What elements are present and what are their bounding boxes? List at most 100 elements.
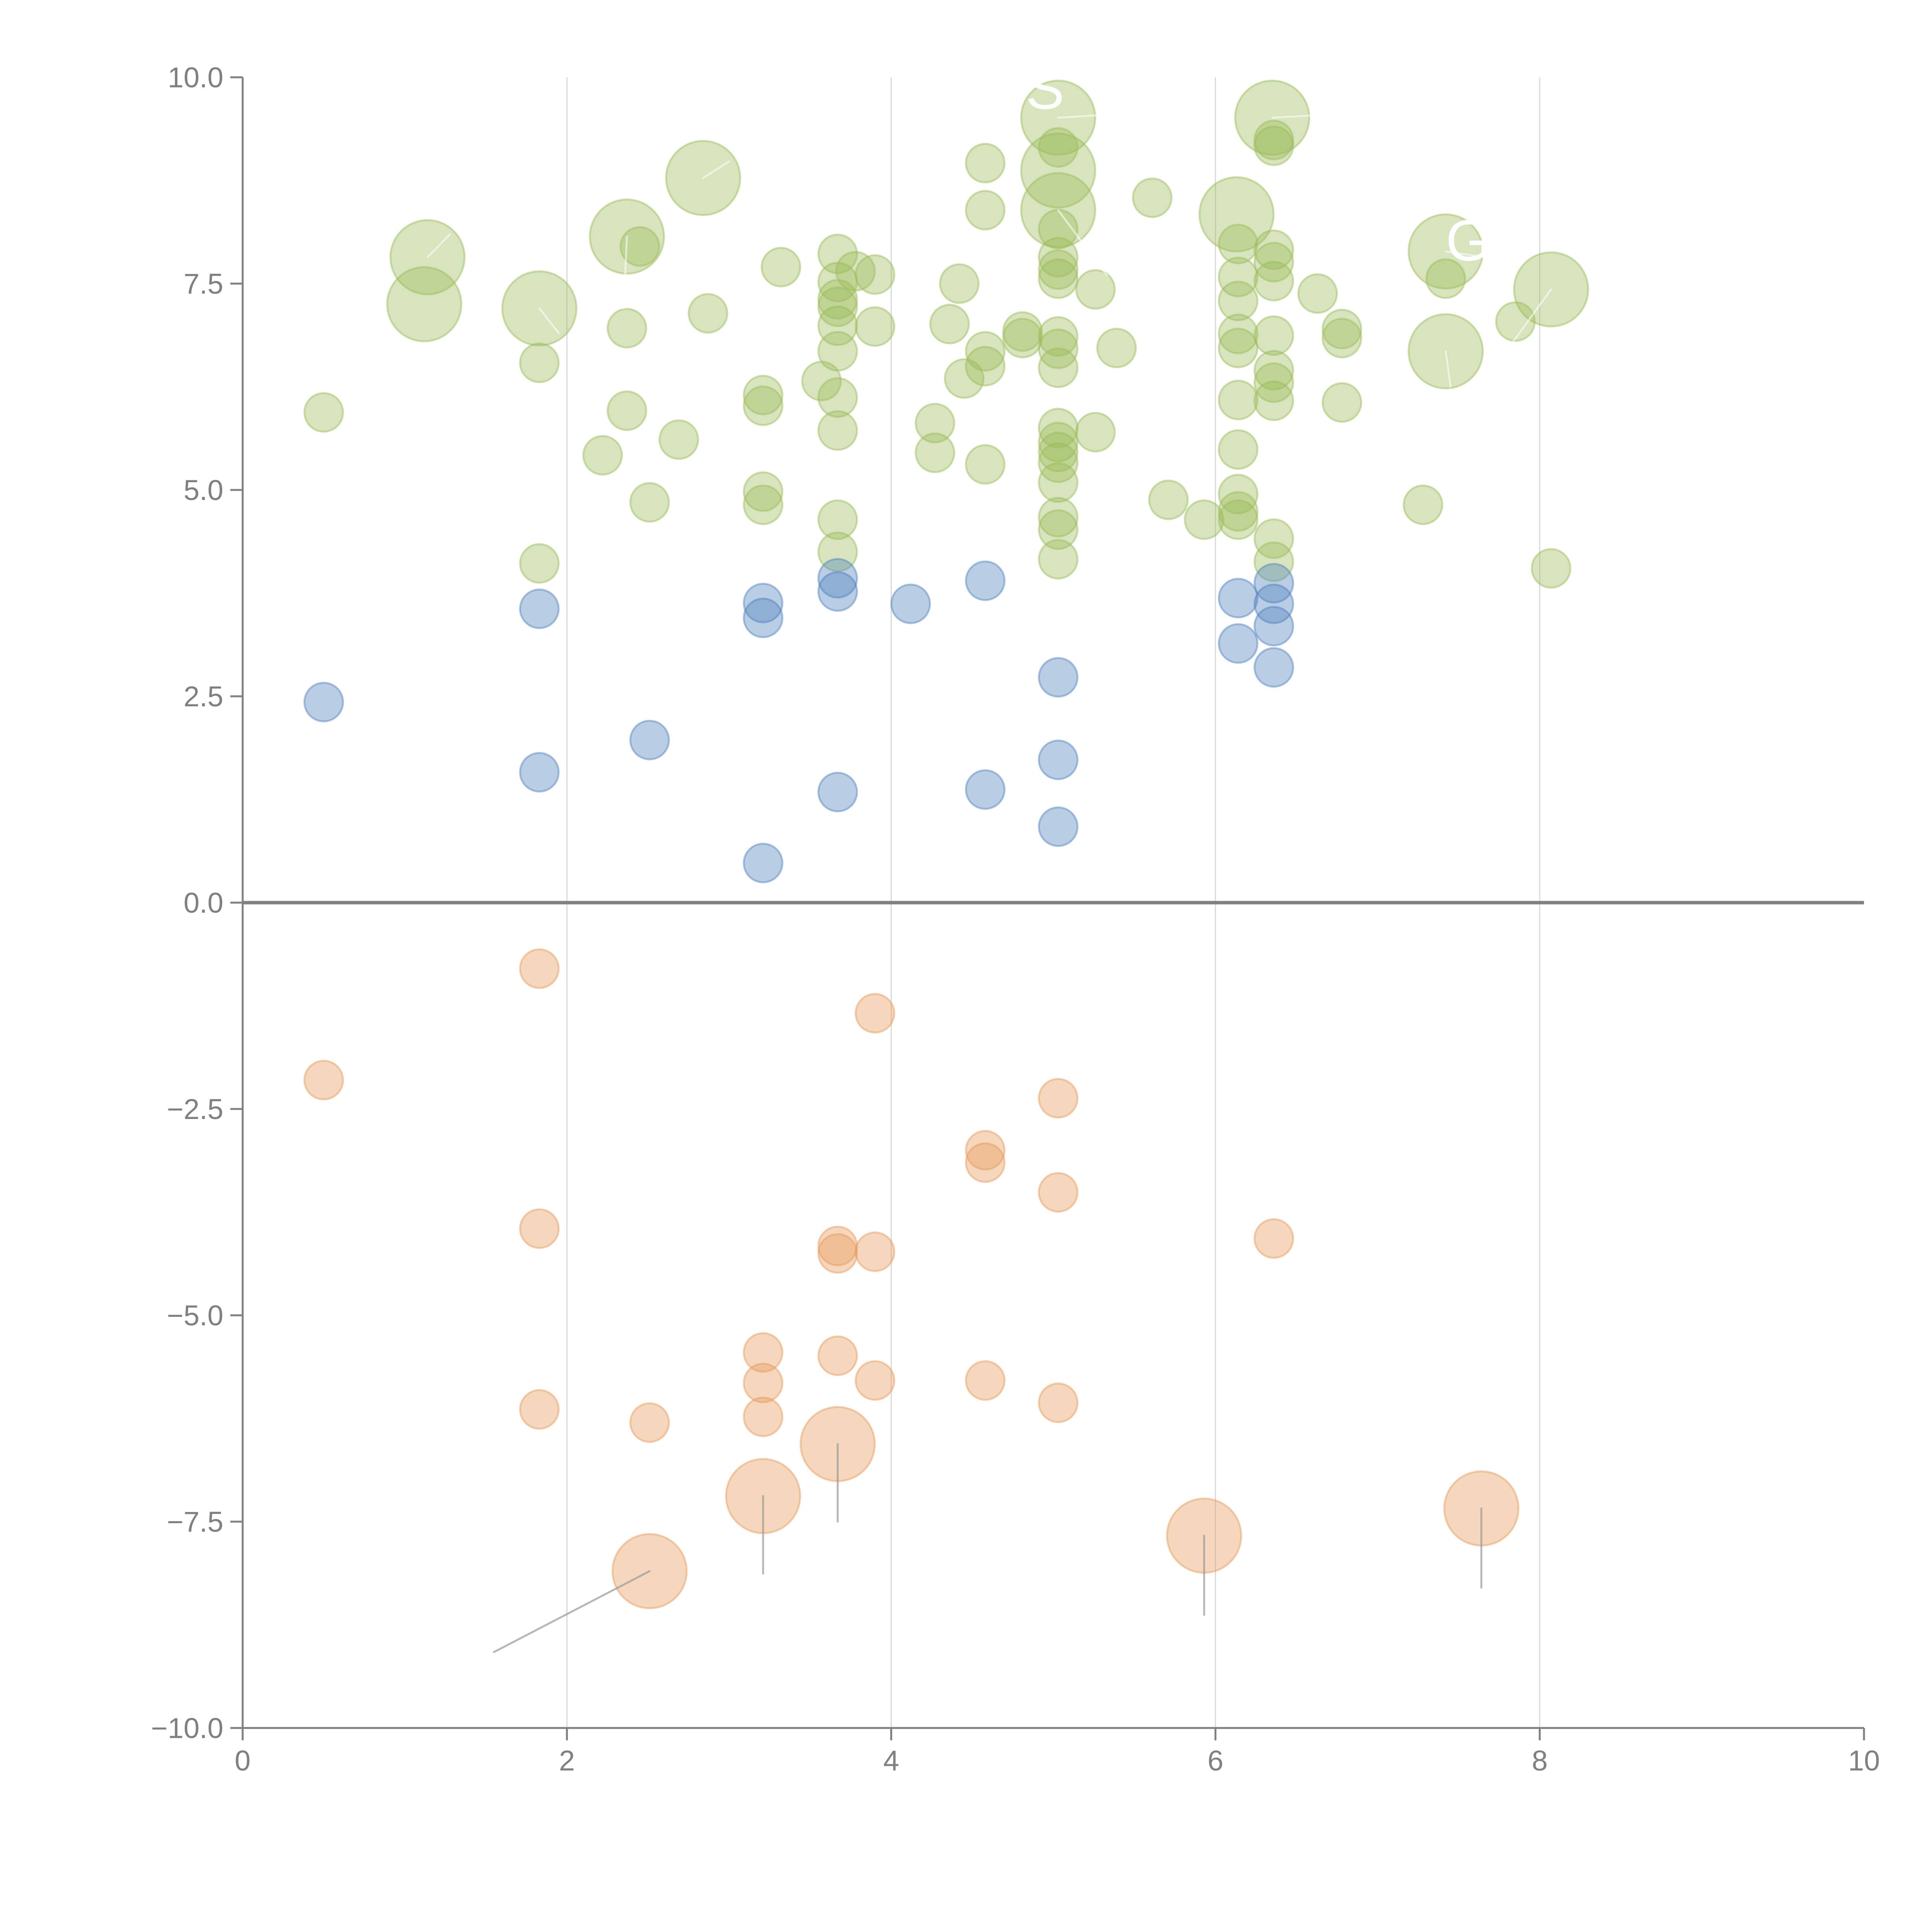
green-bubble bbox=[1218, 474, 1259, 515]
green-bubble bbox=[760, 247, 801, 287]
green-bubble bbox=[1253, 242, 1294, 282]
green-bubble bbox=[743, 484, 784, 525]
orange-bubble bbox=[1253, 1218, 1294, 1259]
orange-bubble bbox=[743, 1396, 784, 1437]
blue-bubble bbox=[1038, 806, 1079, 847]
x-tick-label: 0 bbox=[235, 1745, 250, 1777]
orange-bubble bbox=[1038, 1382, 1079, 1423]
orange-bubble bbox=[965, 1142, 1006, 1183]
green-bubble bbox=[939, 263, 980, 304]
x-tick-label: 10 bbox=[1848, 1745, 1880, 1777]
green-bubble bbox=[1253, 119, 1294, 160]
green-bubble bbox=[1531, 548, 1571, 589]
green-bubble bbox=[1297, 273, 1338, 314]
green-bubble bbox=[743, 385, 784, 426]
green-bubble bbox=[817, 410, 858, 451]
y-tick-label: 0.0 bbox=[184, 887, 223, 919]
green-bubble bbox=[1038, 509, 1079, 550]
green-bubble bbox=[687, 293, 728, 334]
green-bubble bbox=[1002, 318, 1043, 359]
green-bubble bbox=[915, 432, 956, 473]
blue-bubble bbox=[1253, 563, 1294, 604]
green-bubble bbox=[1038, 316, 1079, 357]
bubbles bbox=[303, 80, 1589, 1609]
green-bubble bbox=[1038, 237, 1079, 278]
green-bubble bbox=[817, 531, 858, 572]
green-bubble bbox=[1253, 125, 1294, 166]
green-bubble bbox=[915, 403, 956, 444]
x-tick-label: 2 bbox=[559, 1745, 575, 1777]
green-bubble bbox=[965, 444, 1006, 485]
green-bubble bbox=[1218, 499, 1259, 540]
green-bubble bbox=[658, 419, 699, 460]
blue-bubble bbox=[817, 571, 858, 612]
blue-bubble bbox=[519, 588, 560, 629]
green-bubble bbox=[1218, 257, 1259, 298]
green-bubble bbox=[1218, 429, 1259, 470]
orange-bubble bbox=[303, 1060, 344, 1100]
annotations: GL S bbox=[1026, 56, 1523, 273]
green-bubble bbox=[1253, 541, 1294, 582]
x-tick-label: 8 bbox=[1532, 1745, 1548, 1777]
green-bubble bbox=[817, 305, 858, 346]
leader-line bbox=[538, 307, 560, 334]
blue-bubble bbox=[303, 682, 344, 723]
green-bubble bbox=[1038, 442, 1079, 483]
blue-bubble bbox=[1038, 657, 1079, 698]
green-bubble bbox=[965, 143, 1006, 184]
green-bubble bbox=[817, 233, 858, 274]
green-bubble bbox=[1218, 281, 1259, 321]
leader-line bbox=[702, 160, 730, 179]
blue-bubble bbox=[629, 719, 670, 760]
green-bubble bbox=[1038, 432, 1079, 473]
y-tick-label: 7.5 bbox=[184, 268, 223, 300]
green-bubble bbox=[817, 262, 858, 303]
blue-bubble bbox=[1253, 605, 1294, 646]
green-bubble bbox=[1038, 127, 1079, 168]
green-bubble bbox=[944, 358, 985, 399]
green-bubble bbox=[965, 346, 1006, 387]
orange-bubble bbox=[854, 993, 895, 1034]
green-bubble bbox=[1038, 422, 1079, 463]
green-bubble bbox=[1218, 313, 1259, 354]
green-bubble bbox=[1253, 518, 1294, 559]
green-bubble bbox=[1020, 132, 1097, 209]
green-bubble bbox=[854, 254, 895, 295]
green-bubble bbox=[801, 361, 842, 401]
green-bubble bbox=[1425, 258, 1466, 299]
green-bubble bbox=[1075, 412, 1116, 452]
green-bubble bbox=[1198, 176, 1275, 253]
leader-lines bbox=[426, 112, 1552, 1653]
green-bubble bbox=[1403, 484, 1444, 525]
green-bubble bbox=[1321, 308, 1362, 349]
green-bubble bbox=[1321, 382, 1362, 423]
orange-bubble bbox=[854, 1360, 895, 1401]
leader-line bbox=[1506, 288, 1552, 351]
leader-line bbox=[493, 1570, 651, 1653]
green-bubble bbox=[1218, 328, 1259, 369]
orange-bubble bbox=[1038, 1078, 1079, 1119]
y-tick-label: 10.0 bbox=[168, 61, 223, 94]
blue-bubble bbox=[519, 752, 560, 793]
green-bubble bbox=[386, 266, 463, 342]
green-bubble bbox=[1038, 249, 1079, 290]
green-bubble bbox=[817, 377, 858, 418]
green-bubble bbox=[1253, 315, 1294, 356]
green-bubble bbox=[929, 304, 970, 345]
blue-bubble bbox=[743, 583, 784, 624]
y-tick-label: −7.5 bbox=[167, 1506, 223, 1538]
green-bubble bbox=[519, 543, 560, 584]
green-bubble bbox=[1038, 258, 1079, 299]
blue-bubble bbox=[1218, 623, 1259, 664]
green-bubble bbox=[1038, 539, 1079, 580]
green-bubble bbox=[1096, 328, 1137, 369]
leader-line bbox=[622, 235, 628, 310]
green-bubble bbox=[743, 374, 784, 415]
green-bubble bbox=[965, 190, 1006, 231]
blue-bubble bbox=[965, 560, 1006, 601]
green-bubble bbox=[1038, 462, 1079, 503]
green-bubble bbox=[817, 286, 858, 327]
leader-line bbox=[1057, 112, 1128, 119]
green-bubble bbox=[817, 279, 858, 320]
